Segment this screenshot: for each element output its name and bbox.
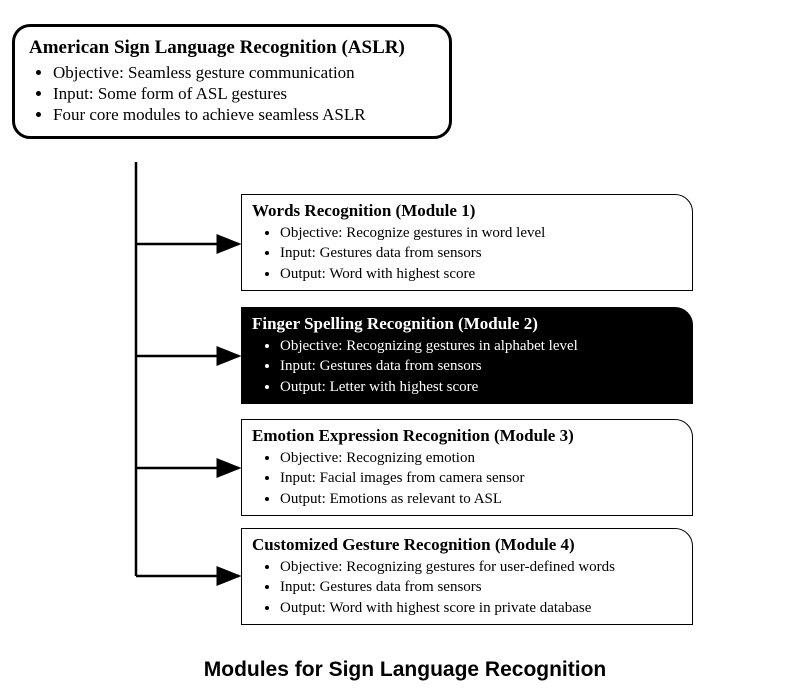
root-bullet: Four core modules to achieve seamless AS…	[53, 105, 435, 125]
module-4-box: Customized Gesture Recognition (Module 4…	[241, 528, 693, 625]
module-2-box: Finger Spelling Recognition (Module 2) O…	[241, 307, 693, 404]
module-1-bullets: Objective: Recognize gestures in word le…	[280, 223, 682, 284]
module-bullet: Objective: Recognizing gestures for user…	[280, 557, 682, 577]
module-3-bullets: Objective: Recognizing emotion Input: Fa…	[280, 448, 682, 509]
module-bullet: Output: Word with highest score	[280, 264, 682, 284]
module-3-box: Emotion Expression Recognition (Module 3…	[241, 419, 693, 516]
module-bullet: Output: Letter with highest score	[280, 377, 682, 397]
module-bullet: Objective: Recognize gestures in word le…	[280, 223, 682, 243]
module-bullet: Output: Emotions as relevant to ASL	[280, 489, 682, 509]
figure-caption: Modules for Sign Language Recognition	[155, 658, 655, 682]
root-bullet: Input: Some form of ASL gestures	[53, 84, 435, 104]
root-node: American Sign Language Recognition (ASLR…	[12, 24, 452, 139]
module-3-title: Emotion Expression Recognition (Module 3…	[252, 426, 682, 446]
root-bullets: Objective: Seamless gesture communicatio…	[53, 63, 435, 125]
module-bullet: Objective: Recognizing gestures in alpha…	[280, 336, 682, 356]
module-bullet: Output: Word with highest score in priva…	[280, 598, 682, 618]
module-2-bullets: Objective: Recognizing gestures in alpha…	[280, 336, 682, 397]
module-bullet: Input: Gestures data from sensors	[280, 243, 682, 263]
module-2-title: Finger Spelling Recognition (Module 2)	[252, 314, 682, 334]
module-1-box: Words Recognition (Module 1) Objective: …	[241, 194, 693, 291]
module-bullet: Input: Gestures data from sensors	[280, 577, 682, 597]
module-bullet: Objective: Recognizing emotion	[280, 448, 682, 468]
module-bullet: Input: Gestures data from sensors	[280, 356, 682, 376]
module-4-title: Customized Gesture Recognition (Module 4…	[252, 535, 682, 555]
module-4-bullets: Objective: Recognizing gestures for user…	[280, 557, 682, 618]
module-bullet: Input: Facial images from camera sensor	[280, 468, 682, 488]
root-bullet: Objective: Seamless gesture communicatio…	[53, 63, 435, 83]
module-1-title: Words Recognition (Module 1)	[252, 201, 682, 221]
root-title: American Sign Language Recognition (ASLR…	[29, 37, 435, 59]
